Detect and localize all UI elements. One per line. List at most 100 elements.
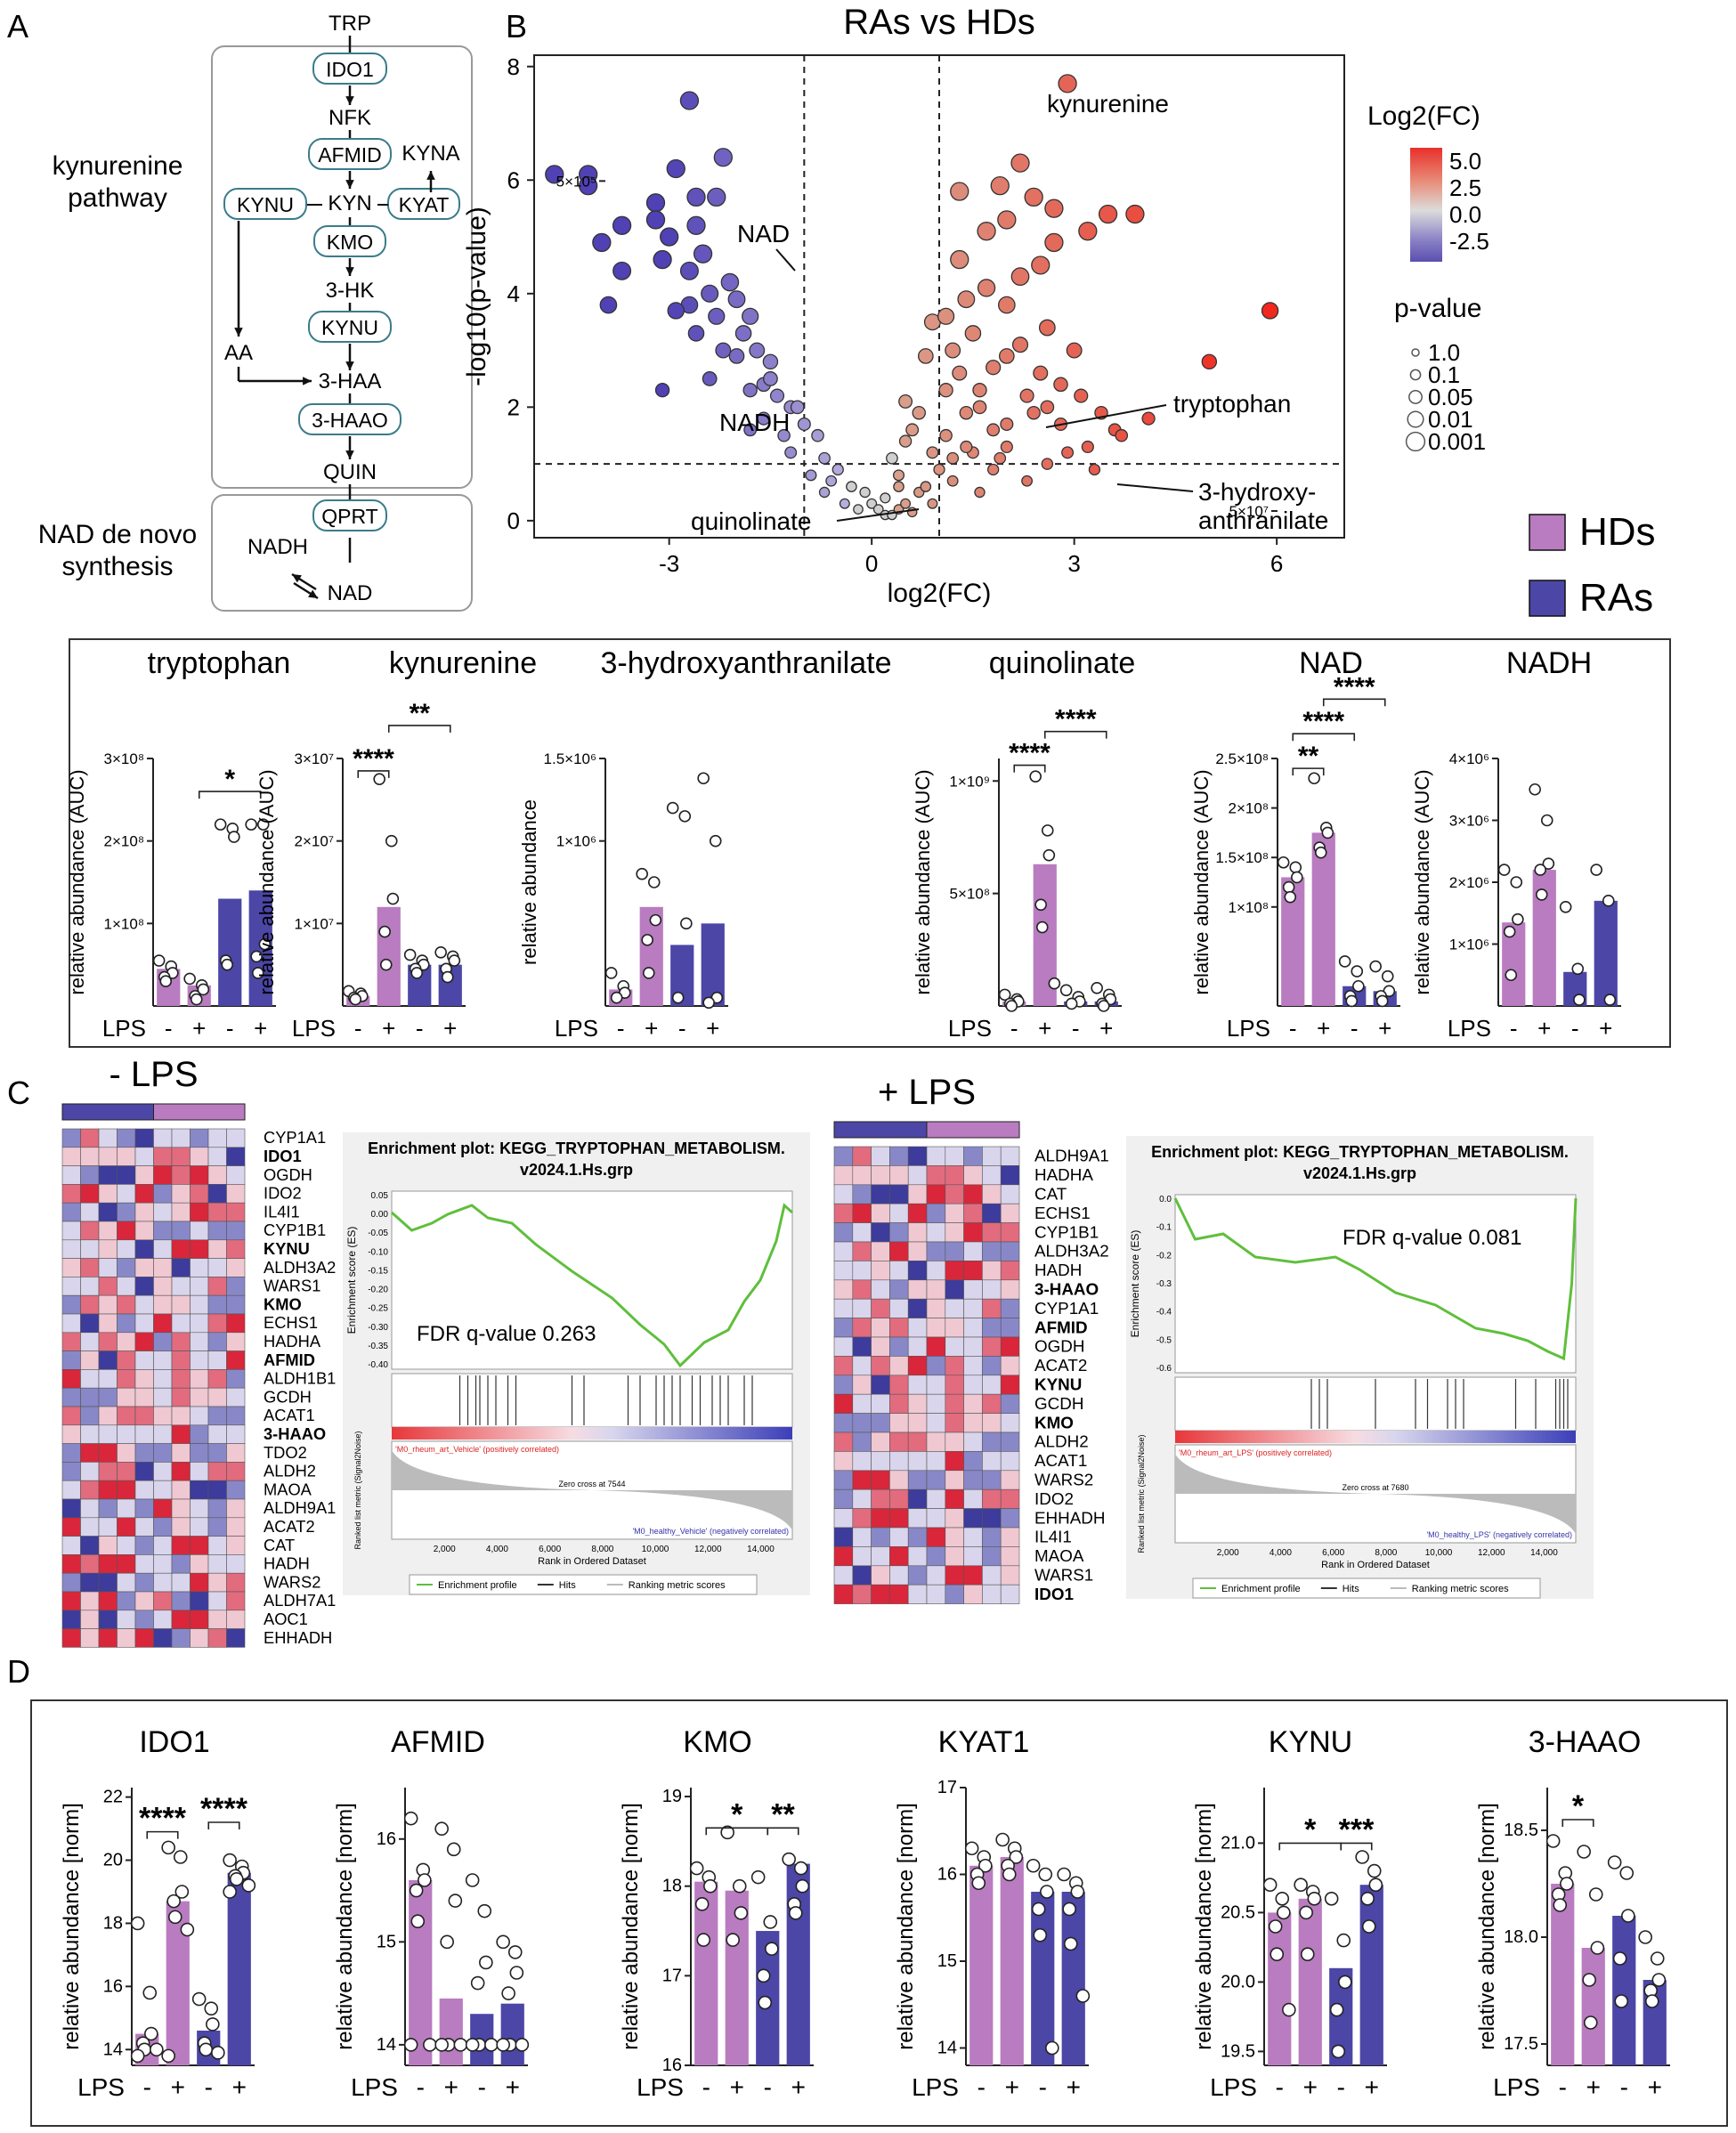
volcano-point (743, 423, 758, 437)
heatmap-cell (226, 1480, 246, 1500)
bar-chart-3-hydroxyanthranilate: 3-hydroxyanthranilate 5×10⁵ 1×10⁶ 1.5×10⁶ re… (518, 173, 891, 1042)
data-point (666, 801, 679, 815)
heatmap-cell (833, 1431, 854, 1452)
heatmap-cell (871, 1165, 890, 1186)
heatmap-cell (963, 1336, 983, 1357)
es-plot-frame (1174, 1194, 1577, 1374)
data-point (1361, 1919, 1376, 1934)
enzyme-afmid: AFMID (318, 143, 382, 166)
heatmap-cell (926, 1203, 946, 1223)
heatmap-cell (134, 1554, 154, 1574)
heatmap-gene-label: ALDH9A1 (1034, 1147, 1109, 1165)
volcano-point (1066, 342, 1083, 359)
heatmap-cell (80, 1610, 100, 1629)
heatmap-cell (117, 1536, 136, 1555)
heatmap-cell (926, 1261, 946, 1281)
gsea-plus-lps: Enrichment plot: KEGG_TRYPTOPHAN_METABOL… (1126, 1136, 1594, 1599)
data-point (1307, 1892, 1322, 1906)
x-tick-label: + (1378, 1015, 1391, 1042)
heatmap-cell (945, 1261, 964, 1281)
heatmap-cell (871, 1393, 890, 1414)
annotation-nadh: NADH (719, 409, 790, 436)
heatmap-cell (61, 1572, 81, 1593)
significance-label: * (1572, 1789, 1585, 1823)
y-tick-label: 2×10⁸ (104, 833, 144, 850)
y-tick-label: 2×10⁸ (1229, 800, 1269, 817)
y-tick-label: 16 (937, 1865, 957, 1885)
gsea-panel: - LPSCYP1A1IDO1OGDHIDO2IL4I1CYP1B1KYNUAL… (61, 1055, 1594, 1648)
heatmap-cell (207, 1536, 227, 1555)
heatmap-cell (907, 1508, 928, 1529)
volcano-point (769, 388, 785, 403)
data-point (763, 1915, 778, 1929)
panel-label-b: B (506, 8, 527, 45)
size-legend-label: 0.05 (1428, 384, 1473, 410)
heatmap-cell (226, 1294, 246, 1315)
x-tick-label: - (1289, 1015, 1297, 1042)
data-point (496, 1934, 510, 1950)
volcano-point (998, 296, 1016, 314)
heatmap-cell (134, 1517, 154, 1537)
heatmap-cell (889, 1222, 909, 1243)
volcano-point (987, 463, 1000, 476)
volcano-point (912, 405, 926, 420)
volcano-point (950, 249, 969, 270)
data-point (434, 1821, 449, 1837)
data-point (1338, 1975, 1352, 1990)
heatmap-cell (982, 1508, 1002, 1529)
heatmap-cell (134, 1277, 154, 1296)
x-tick-label: - (617, 1015, 625, 1042)
data-point (709, 834, 722, 848)
rank-xtick-label: 4,000 (1270, 1548, 1292, 1558)
volcano-point (825, 474, 838, 487)
annotation-kynurenine: kynurenine (1047, 90, 1169, 118)
y-axis-label: relative abundance (518, 799, 540, 965)
heatmap-cell (134, 1313, 154, 1334)
volcano-point (1010, 153, 1030, 173)
y-tick-label: 2×10⁷ (295, 833, 334, 850)
bar (1311, 832, 1335, 1006)
heatmap-cell (945, 1146, 964, 1166)
heatmap-cell (907, 1356, 928, 1376)
heatmap-gene-label: MAOA (264, 1480, 312, 1498)
volcano-point (1040, 400, 1055, 415)
y-axis-label: relative abundance [norm] (1192, 1803, 1216, 2050)
heatmap-cell (907, 1488, 928, 1509)
y-tick-label: 5×10⁷ (1229, 503, 1269, 520)
heatmap-cell (871, 1546, 890, 1567)
heatmap-cell (963, 1393, 983, 1414)
x-tick-label: - (764, 2073, 772, 2101)
data-point (174, 1885, 190, 1899)
heatmap-cell (833, 1261, 854, 1281)
data-point (166, 1894, 181, 1909)
heatmap-cell (134, 1387, 154, 1407)
data-point (349, 993, 362, 1006)
es-ytick-label: -0.4 (1156, 1308, 1172, 1318)
rank-colorbar (392, 1427, 792, 1440)
arrow-nad-nadh-head (292, 574, 302, 583)
heatmap-cell (80, 1443, 100, 1463)
bar-chart-nad: NAD 5×10⁷ 1×10⁸ 1.5×10⁸ 2×10⁸ 2.5×10⁸relative… (1190, 503, 1400, 1042)
bar (227, 1872, 251, 2065)
x-tick-label: - (1351, 1015, 1359, 1042)
data-point (671, 991, 685, 1004)
y-tick-label: 1×10⁹ (949, 773, 990, 790)
volcano-ytick-label: 0 (507, 507, 520, 534)
significance-bracket (1043, 730, 1107, 739)
rank-xtick-label: 12,000 (694, 1545, 722, 1554)
heatmap-cell (889, 1451, 909, 1472)
heatmap-cell (98, 1554, 118, 1574)
heatmap-cell (226, 1277, 246, 1296)
volcano-point (742, 307, 759, 325)
heatmap-cell (117, 1628, 136, 1648)
y-tick-label: 20.0 (1221, 1972, 1255, 1991)
heatmap-cell (153, 1591, 173, 1611)
heatmap-cell (889, 1413, 909, 1433)
heatmap-cell (982, 1222, 1002, 1243)
rank-xtick-label: 14,000 (747, 1545, 775, 1554)
volcano-point (1098, 204, 1118, 224)
es-ytick-label: -0.10 (368, 1247, 388, 1257)
heatmap-cell (80, 1628, 100, 1648)
heatmap-cell (61, 1313, 81, 1334)
heatmap-cell (982, 1565, 1002, 1586)
